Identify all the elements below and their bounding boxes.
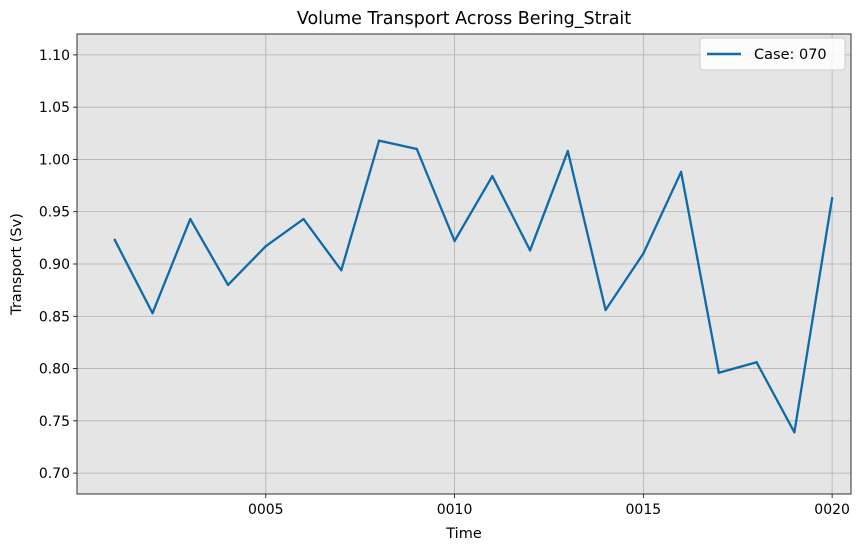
data-point bbox=[151, 311, 154, 315]
x-tick-label: 0010 bbox=[437, 502, 473, 518]
series-line bbox=[113, 139, 834, 434]
legend-label: Case: 070 bbox=[754, 47, 827, 63]
data-point bbox=[491, 174, 494, 178]
y-tick-label: 1.05 bbox=[39, 100, 70, 116]
data-point bbox=[604, 308, 607, 312]
y-tick-label: 0.85 bbox=[39, 309, 70, 325]
grid bbox=[77, 34, 851, 494]
data-point bbox=[717, 371, 721, 374]
y-tick-label: 0.80 bbox=[39, 362, 70, 378]
legend-box bbox=[699, 37, 846, 71]
data-point bbox=[566, 149, 570, 153]
x-tick-label: 0020 bbox=[814, 502, 850, 518]
data-point bbox=[453, 239, 456, 243]
x-tick-label: 0015 bbox=[626, 502, 662, 518]
data-point bbox=[226, 283, 230, 287]
x-tick-label: 0005 bbox=[248, 502, 284, 518]
data-point bbox=[264, 245, 267, 248]
legend: Case: 070 bbox=[699, 37, 846, 71]
data-point bbox=[528, 249, 532, 252]
y-tick-label: 0.95 bbox=[39, 205, 70, 221]
data-point bbox=[642, 252, 645, 255]
data-point bbox=[113, 238, 116, 242]
y-tick-label: 1.00 bbox=[39, 152, 70, 168]
data-point bbox=[679, 170, 683, 174]
data-point bbox=[302, 217, 305, 221]
ticks: 0.70 0.75 0.80 0.85 0.90 0.95 1.00 1.05 1.10 0005… bbox=[39, 48, 850, 518]
y-tick-label: 0.75 bbox=[39, 414, 70, 430]
series-layer bbox=[113, 139, 834, 434]
data-point bbox=[189, 217, 192, 221]
data-point bbox=[830, 196, 834, 200]
y-axis-label: Transport (Sv) bbox=[9, 213, 25, 316]
data-point bbox=[340, 269, 343, 272]
data-point bbox=[793, 431, 796, 434]
y-tick-label: 1.10 bbox=[39, 48, 70, 64]
data-point bbox=[415, 147, 419, 151]
x-axis-label: Time bbox=[445, 526, 482, 542]
data-point bbox=[377, 139, 381, 142]
data-point bbox=[755, 361, 758, 364]
y-tick-label: 0.90 bbox=[39, 257, 70, 273]
chart-title: Volume Transport Across Bering_Strait bbox=[297, 9, 631, 29]
y-tick-label: 0.70 bbox=[39, 466, 70, 482]
